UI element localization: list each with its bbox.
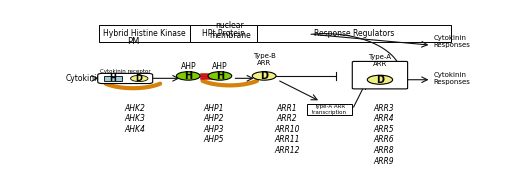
Circle shape <box>252 72 275 80</box>
Bar <box>104 76 122 81</box>
Text: Cytokinin: Cytokinin <box>66 74 102 83</box>
Text: Type-A ARR
transcription: Type-A ARR transcription <box>312 104 347 115</box>
Circle shape <box>130 75 148 82</box>
Text: AHP: AHP <box>180 62 195 71</box>
Text: D: D <box>135 74 143 83</box>
Text: ARR9: ARR9 <box>373 156 393 166</box>
Circle shape <box>208 72 231 80</box>
Text: ARR1: ARR1 <box>276 104 297 113</box>
Text: AHK3: AHK3 <box>124 114 145 123</box>
Text: ARR3: ARR3 <box>373 104 393 113</box>
Bar <box>190 25 257 42</box>
Circle shape <box>366 75 392 84</box>
Text: ARR5: ARR5 <box>373 125 393 134</box>
Text: PM: PM <box>126 37 139 46</box>
Text: AHP2: AHP2 <box>203 114 224 123</box>
Text: D: D <box>260 71 268 81</box>
Text: Type-A
ARR: Type-A ARR <box>367 55 391 68</box>
Text: AHP: AHP <box>212 62 227 71</box>
Text: H: H <box>184 71 192 81</box>
Bar <box>99 25 190 42</box>
Text: AHP3: AHP3 <box>203 125 224 134</box>
Bar <box>306 104 352 115</box>
Text: Response Regulators: Response Regulators <box>314 29 393 38</box>
Text: D: D <box>375 75 383 85</box>
Text: AHK4: AHK4 <box>124 125 145 134</box>
Text: nuclear
membrane: nuclear membrane <box>209 21 250 40</box>
Text: H: H <box>109 74 117 83</box>
Text: ARR2: ARR2 <box>276 114 297 123</box>
Text: ARR6: ARR6 <box>373 135 393 144</box>
FancyBboxPatch shape <box>352 61 407 89</box>
Text: H: H <box>215 71 223 81</box>
Bar <box>257 25 450 42</box>
Circle shape <box>176 72 200 80</box>
Text: Cytokinin
Responses: Cytokinin Responses <box>433 35 469 48</box>
Text: HPt Protein: HPt Protein <box>202 29 245 38</box>
Text: AHP1: AHP1 <box>203 104 224 113</box>
Text: ARR4: ARR4 <box>373 114 393 123</box>
Text: AHP5: AHP5 <box>203 135 224 144</box>
Text: Hybrid Histine Kinase: Hybrid Histine Kinase <box>103 29 186 38</box>
Text: ARR11: ARR11 <box>274 135 299 144</box>
Text: Type-B
ARR: Type-B ARR <box>252 53 275 66</box>
FancyBboxPatch shape <box>98 73 152 83</box>
Text: Cytokinin receptor: Cytokinin receptor <box>100 69 150 74</box>
Text: ARR10: ARR10 <box>274 125 299 134</box>
Text: ARR8: ARR8 <box>373 146 393 155</box>
Text: ARR12: ARR12 <box>274 146 299 155</box>
Text: Cytokinin
Responses: Cytokinin Responses <box>433 72 469 85</box>
Text: AHK2: AHK2 <box>124 104 145 113</box>
